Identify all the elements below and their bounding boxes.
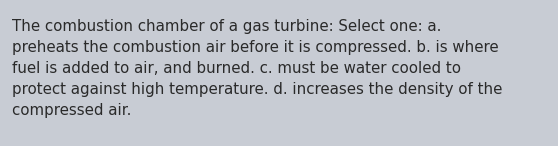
Text: The combustion chamber of a gas turbine: Select one: a.
preheats the combustion : The combustion chamber of a gas turbine:… [12, 19, 503, 118]
